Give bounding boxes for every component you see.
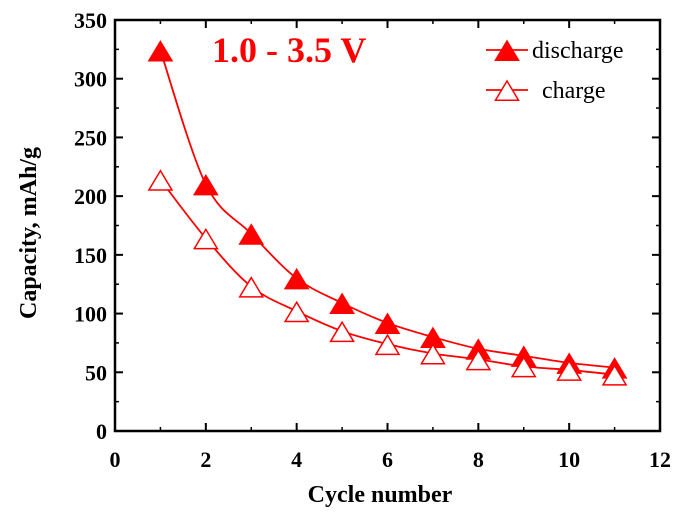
- legend-label: discharge: [532, 38, 624, 64]
- x-axis-title: Cycle number: [308, 482, 453, 508]
- axes: 0 2 4 6 8 10 12 0 50 100 150 200 250 300 350: [74, 8, 671, 472]
- y-tick-label: 0: [96, 419, 107, 444]
- charge-point: [238, 276, 265, 298]
- x-tick-label: 6: [382, 447, 393, 472]
- discharge-point: [374, 312, 401, 334]
- charge-point: [556, 359, 583, 381]
- legend-item-charge: charge: [486, 78, 606, 104]
- x-tick-label: 0: [110, 447, 121, 472]
- charge-point: [147, 169, 174, 191]
- y-axis-title: Capacity, mAh/g: [16, 147, 42, 319]
- y-tick-label: 350: [74, 8, 107, 33]
- discharge-point: [283, 267, 310, 290]
- voltage-range-annotation: 1.0 - 3.5 V: [212, 30, 366, 70]
- charge-point: [374, 333, 401, 356]
- x-tick-label: 8: [473, 447, 484, 472]
- legend-marker: [494, 79, 520, 101]
- y-tick-label: 100: [74, 302, 107, 327]
- y-tick-label: 250: [74, 125, 107, 150]
- legend-item-discharge: discharge: [486, 38, 624, 64]
- x-tick-label: 2: [200, 447, 211, 472]
- y-tick-label: 200: [74, 184, 107, 209]
- legend-label: charge: [542, 78, 606, 104]
- charge-point: [510, 355, 537, 378]
- discharge-point: [147, 40, 174, 62]
- x-tick-label: 10: [558, 447, 580, 472]
- charge-point: [420, 343, 446, 365]
- charge-point: [465, 348, 492, 371]
- y-tick-label: 300: [74, 67, 107, 92]
- y-tick-label: 50: [85, 360, 107, 385]
- y-tick-label: 150: [74, 243, 107, 268]
- discharge-line: [159, 50, 615, 369]
- discharge-point: [238, 223, 265, 245]
- legend: discharge charge: [486, 38, 624, 104]
- charge-point: [192, 227, 219, 250]
- discharge-point: [192, 173, 219, 196]
- series-discharge: [147, 40, 628, 379]
- x-tick-label: 12: [649, 447, 671, 472]
- charge-point: [601, 364, 628, 386]
- x-tick-label: 4: [291, 447, 302, 472]
- charge-point: [329, 320, 355, 343]
- charge-point: [283, 300, 310, 323]
- legend-marker: [494, 39, 520, 61]
- discharge-point: [329, 292, 355, 315]
- series-charge: [147, 169, 628, 386]
- series-layer: [147, 40, 628, 386]
